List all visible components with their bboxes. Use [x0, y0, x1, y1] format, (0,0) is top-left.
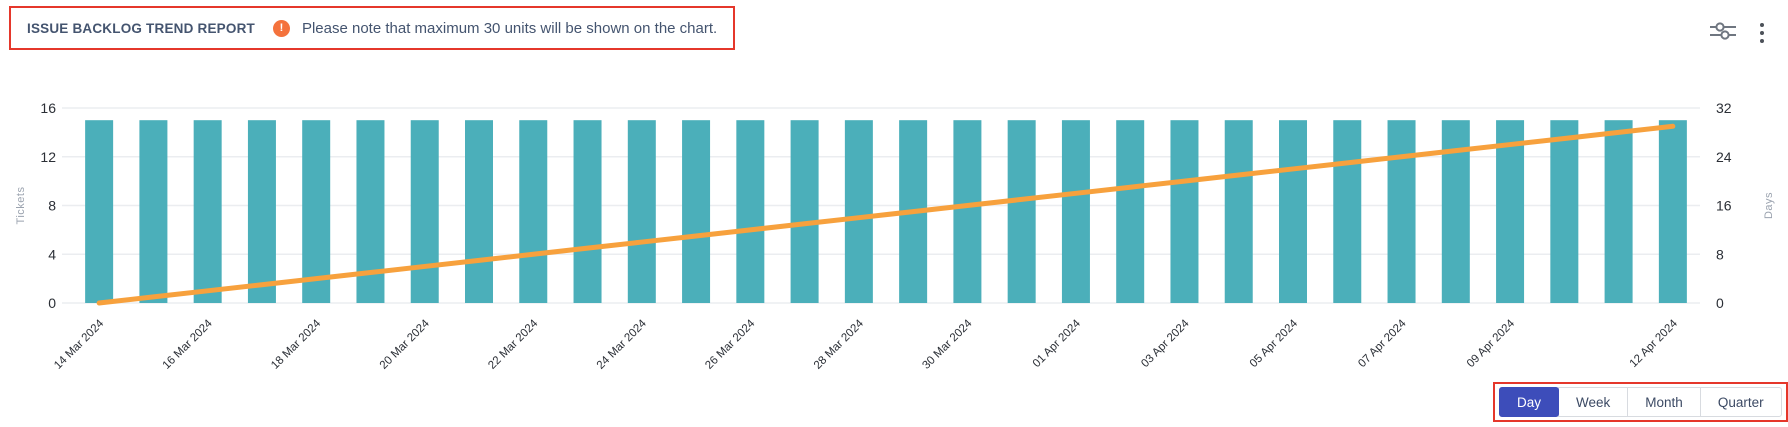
ticket-bar[interactable]: [85, 120, 114, 303]
left-axis-tick: 16: [40, 100, 56, 116]
max-units-note: Please note that maximum 30 units will b…: [301, 19, 718, 37]
ticket-bar[interactable]: [193, 120, 222, 303]
x-axis-tick: 28 Mar 2024: [812, 317, 867, 372]
x-axis-tick: 22 Mar 2024: [486, 317, 541, 372]
left-axis-tick: 4: [48, 246, 56, 262]
ticket-bar[interactable]: [1061, 120, 1090, 303]
trend-chart[interactable]: 0 4 8 12 16 0 8 16 24 32 14 Mar 2024 16 Mar 2024 18 …: [0, 70, 1788, 427]
x-axis-tick: 24 Mar 2024: [595, 317, 650, 372]
period-quarter-button[interactable]: Quarter: [1699, 387, 1782, 417]
x-axis-tick: 12 Apr 2024: [1628, 317, 1681, 370]
page-title: ISSUE BACKLOG TREND REPORT: [27, 20, 255, 36]
ticket-bar[interactable]: [1550, 120, 1579, 303]
annotation-box-header: ISSUE BACKLOG TREND REPORT ! Please note…: [9, 6, 736, 50]
left-axis-tick: 8: [48, 198, 56, 214]
ticket-bar[interactable]: [1658, 120, 1687, 303]
ticket-bar[interactable]: [573, 120, 602, 303]
chart-settings-button[interactable]: [1708, 18, 1738, 47]
ticket-bar[interactable]: [682, 120, 711, 303]
right-axis-tick: 8: [1716, 246, 1724, 262]
kebab-menu-icon: [1760, 22, 1764, 43]
x-axis-tick: 30 Mar 2024: [920, 317, 975, 372]
more-options-button[interactable]: [1758, 21, 1766, 45]
period-week-button[interactable]: Week: [1558, 387, 1629, 417]
right-axis-tick: 24: [1716, 149, 1732, 165]
period-switcher: Day Week Month Quarter: [1499, 387, 1782, 417]
period-day-button[interactable]: Day: [1499, 387, 1560, 417]
ticket-bar[interactable]: [790, 120, 819, 303]
widget-toolbar: [1708, 18, 1766, 47]
ticket-bar[interactable]: [1170, 120, 1199, 303]
ticket-bar[interactable]: [465, 120, 493, 303]
x-axis-tick: 01 Apr 2024: [1031, 317, 1084, 370]
x-axis-tick: 09 Apr 2024: [1465, 317, 1518, 370]
x-axis-tick: 03 Apr 2024: [1139, 317, 1192, 370]
ticket-bar[interactable]: [1279, 120, 1307, 303]
right-axis-tick: 32: [1716, 100, 1732, 116]
right-axis-tick: 16: [1716, 198, 1732, 214]
right-axis-title: Days: [1763, 192, 1775, 219]
x-axis-tick: 14 Mar 2024: [52, 317, 107, 372]
ticket-bar[interactable]: [736, 120, 765, 303]
ticket-bar[interactable]: [1387, 120, 1416, 303]
ticket-bar[interactable]: [410, 120, 439, 303]
right-axis-tick: 0: [1716, 295, 1724, 311]
sliders-icon: [1710, 20, 1736, 45]
left-axis-title: Tickets: [15, 187, 27, 225]
x-axis-tick: 05 Apr 2024: [1248, 317, 1301, 370]
period-month-button[interactable]: Month: [1627, 387, 1701, 417]
x-axis-tick: 26 Mar 2024: [703, 317, 758, 372]
ticket-bar[interactable]: [844, 120, 873, 303]
ticket-bar[interactable]: [1224, 120, 1253, 303]
ticket-bar[interactable]: [1604, 120, 1633, 303]
ticket-bar[interactable]: [247, 120, 276, 303]
x-axis-tick: 16 Mar 2024: [161, 317, 216, 372]
left-axis-tick: 12: [40, 149, 56, 165]
ticket-bar[interactable]: [1333, 120, 1362, 303]
ticket-bar[interactable]: [627, 120, 656, 303]
ticket-bar[interactable]: [953, 120, 982, 303]
ticket-bar[interactable]: [1496, 120, 1525, 303]
ticket-bar[interactable]: [1116, 120, 1145, 303]
ticket-bar[interactable]: [519, 120, 548, 303]
warning-icon: !: [272, 19, 290, 37]
ticket-bar[interactable]: [139, 120, 168, 303]
ticket-bar[interactable]: [302, 120, 331, 303]
days-trend-line[interactable]: [96, 123, 1676, 306]
x-axis-tick: 18 Mar 2024: [269, 317, 324, 372]
annotation-box-period-switcher: Day Week Month Quarter: [1493, 382, 1788, 422]
ticket-bar[interactable]: [1007, 120, 1036, 303]
x-axis-tick: 20 Mar 2024: [378, 317, 433, 372]
x-axis-tick: 07 Apr 2024: [1356, 317, 1409, 370]
left-axis-tick: 0: [48, 295, 56, 311]
